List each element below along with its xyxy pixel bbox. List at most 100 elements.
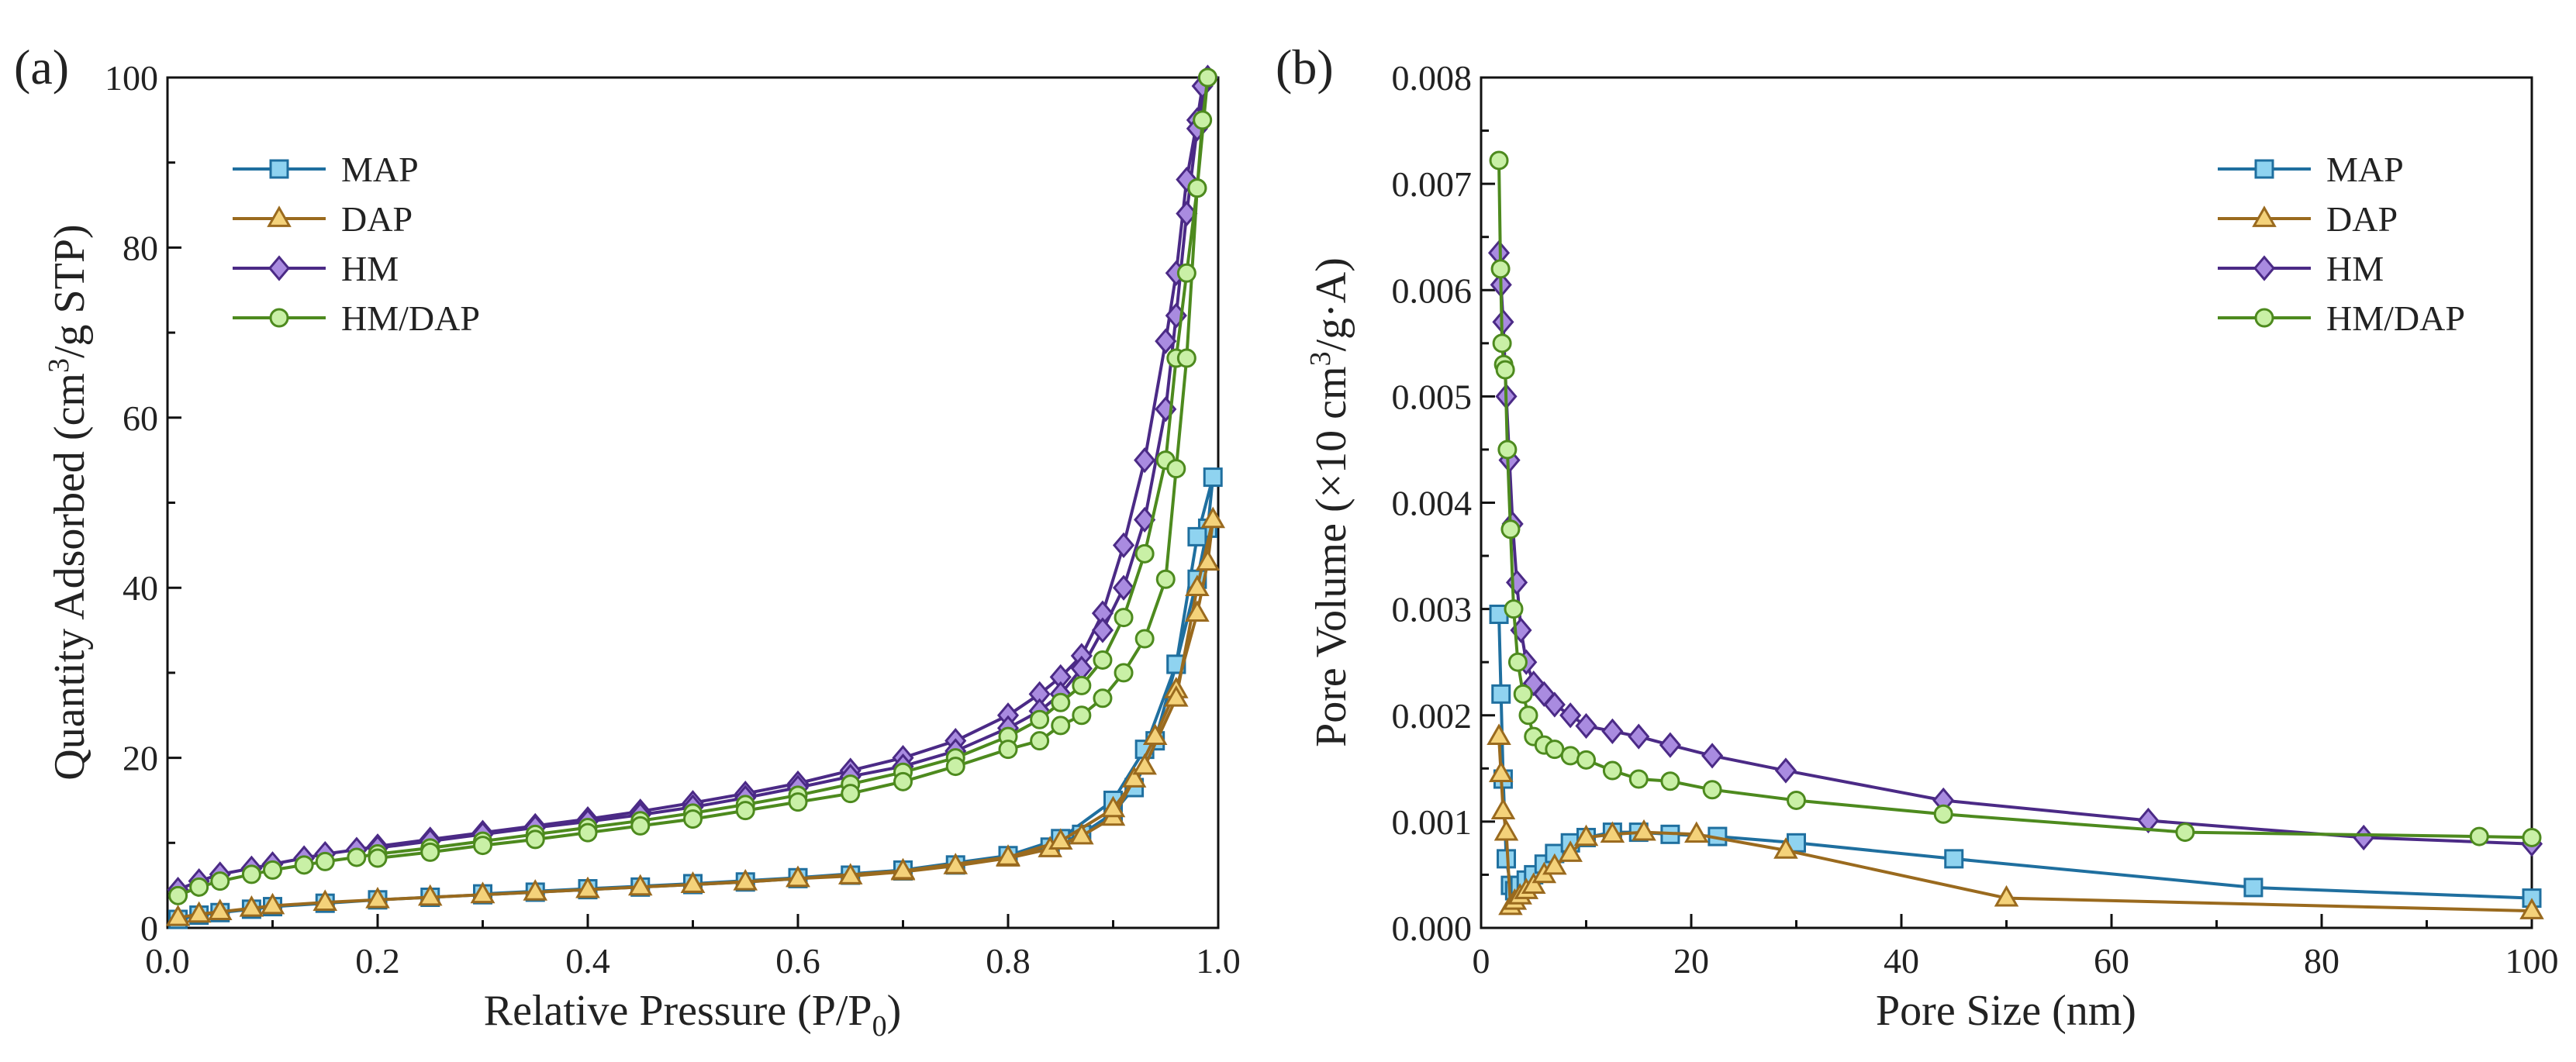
panel-b-data-point-hm [2137, 807, 2160, 834]
panel-a-data-point-hm-dap [1155, 569, 1176, 589]
panel-a-data-point-hm-dap [945, 757, 965, 777]
panel-a-data-point-hm [1091, 617, 1114, 643]
panel-a-data-point-hm-dap [1134, 543, 1155, 564]
panel-a-data-point-dap [313, 889, 338, 911]
panel-a-data-point-dap [786, 865, 810, 888]
panel-a-data-point-dap [890, 857, 916, 880]
panel-a-data-point-hm-dap [1051, 715, 1071, 736]
panel-b-data-point-hm [1543, 691, 1566, 718]
panel-a-data-point-hm-dap [1093, 688, 1113, 709]
panel-b-x-axis-title: Pore Size (nm) [1876, 987, 2136, 1035]
panel-a-x-tick-label: 0.6 [775, 941, 820, 981]
panel-b-data-point-dap [1558, 840, 1583, 862]
panel-a-data-point-dap [417, 884, 443, 906]
panel-a-data-point-hm-dap [189, 877, 209, 897]
panel-a-data-point-dap [996, 844, 1020, 866]
panel-a-legend-label-dap: DAP [341, 199, 413, 239]
panel-b-data-point-hm-dap [1545, 740, 1565, 760]
panel-a-series [165, 64, 1226, 929]
panel-b-legend-label-map: MAP [2326, 150, 2404, 189]
panel-a-data-point-hm-dap [1114, 663, 1134, 683]
panel-a-data-point-dap [575, 876, 600, 898]
panel-b-series [1487, 150, 2544, 919]
panel-a-data-point-hm-dap [368, 848, 388, 868]
panel-b-data-point-hm [1659, 732, 1681, 758]
panel-b-data-point-hm [1575, 712, 1597, 740]
panel-a-data-point-dap [470, 881, 496, 904]
panel-b-legend-marker-map [2254, 159, 2274, 179]
panel-a-series-line-hm-dap [177, 76, 1210, 898]
panel-a-data-point-hm-dap [1193, 110, 1213, 130]
panel-b-data-point-hm-dap [1702, 780, 1722, 800]
panel-a-data-point-hm-dap [294, 855, 314, 875]
panel-b-data-point-hm-dap [1497, 440, 1518, 460]
panel-a-x-tick-label: 0.8 [986, 941, 1031, 981]
panel-a-y-tick-label: 100 [105, 58, 158, 98]
panel-b-series-line-dap [1497, 736, 2533, 913]
panel-b-data-point-hm-dap [1933, 804, 1953, 824]
panel-b-x-tick-label: 20 [1673, 941, 1709, 981]
panel-a-data-point-hm [1112, 574, 1135, 601]
panel-b-data-point-hm-dap [1513, 684, 1533, 704]
panel-a-series-line-hm [177, 76, 1210, 891]
panel-b-data-point-dap [1632, 819, 1656, 841]
panel-a-data-point-hm-dap [841, 784, 861, 804]
panel-a-data-point-dap [1185, 574, 1210, 597]
panel-a-data-point-hm-dap [263, 860, 282, 880]
panel-a-data-point-hm-dap [1030, 709, 1050, 729]
panel-a-data-point-dap [680, 871, 706, 893]
panel-a-data-point-hm-dap [1176, 348, 1196, 368]
panel-b-data-point-dap [1773, 837, 1798, 859]
panel-b-y-tick-label: 0.002 [1392, 696, 1473, 736]
panel-a-data-point-map [1203, 467, 1223, 488]
panel-a-legend: MAP DAP HM HM/DAP [233, 150, 480, 338]
panel-b-legend-marker-hm-dap [2254, 308, 2274, 328]
panel-a-data-point-dap [365, 887, 390, 909]
panel-a-label: (a) [14, 40, 69, 95]
panel-a-data-point-hm-dap [735, 801, 755, 821]
panel-a-data-point-dap [733, 868, 758, 891]
panel-a-data-point-dap [186, 901, 212, 923]
panel-b-data-point-hm [1506, 569, 1528, 595]
panel-b-legend-label-dap: DAP [2326, 199, 2398, 239]
panel-a-data-point-hm-dap [347, 847, 367, 867]
panel-a-x-tick-label: 1.0 [1196, 941, 1241, 981]
panel-a-data-point-hm-dap [1197, 67, 1217, 88]
panel-a-x-tick-label: 0.0 [145, 941, 190, 981]
panel-a-data-point-hm-dap [1114, 608, 1134, 628]
panel-b-data-point-dap [1490, 798, 1516, 820]
panel-b-y-tick-label: 0.006 [1392, 271, 1473, 310]
panel-a-data-point-hm-dap [1051, 692, 1071, 712]
panel-a-data-point-dap [1121, 766, 1147, 788]
panel-b-data-point-hm-dap [2522, 827, 2542, 847]
panel-a-data-point-dap [239, 895, 264, 917]
panel-b-data-point-map [1491, 684, 1511, 704]
panel-b-data-point-dap [1493, 819, 1519, 841]
panel-a-data-point-hm-dap [1166, 459, 1186, 479]
panel-b-series-line-hm [1497, 253, 2533, 846]
panel-b-y-tick-label: 0.007 [1392, 164, 1473, 204]
panel-a-data-point-hm-dap [1134, 629, 1155, 649]
panel-b-legend-label-hm: HM [2326, 249, 2384, 288]
panel-b-data-point-hm [1701, 743, 1724, 769]
panel-a-data-point-dap [1200, 506, 1226, 529]
panel-b-label: (b) [1276, 40, 1334, 95]
panel-b-data-point-hm [1559, 702, 1582, 729]
panel-b-x-tick-label: 0 [1473, 941, 1490, 981]
panel-a-data-point-hm-dap [578, 822, 598, 843]
panel-b-data-point-hm-dap [1602, 760, 1622, 781]
panel-a-data-point-dap [837, 863, 863, 884]
panel-a-x-tick-label: 0.2 [355, 941, 400, 981]
panel-b-legend-marker-dap [2252, 205, 2277, 227]
panel-a-data-point-hm-dap [473, 836, 492, 856]
panel-a-data-point-dap [207, 898, 233, 921]
panel-a-y-tick-label: 60 [123, 398, 158, 438]
panel-b-data-point-dap [1521, 872, 1546, 894]
panel-a-legend-label-hm: HM [341, 249, 399, 288]
panel-a-data-point-dap [1195, 549, 1221, 571]
panel-a-y-tick-label: 0 [140, 909, 158, 948]
panel-a-data-point-hm-dap [1176, 263, 1196, 283]
panel-a-data-point-hm-dap [1093, 650, 1113, 670]
panel-a-data-point-map [1187, 526, 1207, 547]
